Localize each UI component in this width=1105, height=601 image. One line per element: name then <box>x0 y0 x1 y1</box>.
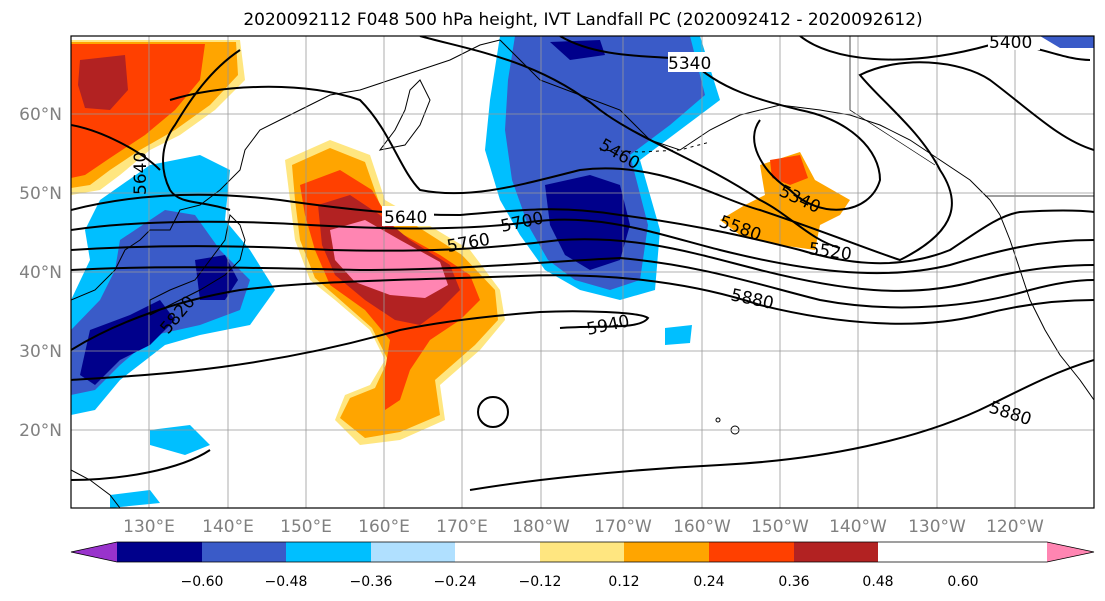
ivt-negative-region <box>665 325 692 345</box>
colorbar-extend-low <box>71 542 117 562</box>
coastline-namerica <box>999 214 1094 401</box>
lon-tick-label: 140°W <box>829 517 887 537</box>
height-contour <box>71 449 211 481</box>
colorbar-segment <box>371 542 455 562</box>
colorbar-segment <box>709 542 794 562</box>
colorbar-tick-labels: −0.60 −0.48 −0.36 −0.24 −0.12 0.12 0.24 … <box>181 574 979 590</box>
map-panel: 5400 5340 5460 5640 5640 5700 5760 5820 … <box>70 33 1095 509</box>
canada-border <box>849 36 936 166</box>
coastline-japan <box>149 213 246 316</box>
ivt-negative-region <box>80 300 175 385</box>
colorbar-segment <box>794 542 878 562</box>
height-contour <box>71 238 1094 292</box>
lat-tick-labels: 20°N 30°N 40°N 50°N 60°N <box>19 105 62 441</box>
height-contour <box>71 124 161 171</box>
plot-title: 2020092112 F048 500 hPa height, IVT Land… <box>243 10 922 30</box>
colorbar-segments <box>70 541 1095 563</box>
colorbar-tick-label: −0.60 <box>181 574 224 590</box>
lon-tick-label: 120°W <box>986 517 1044 537</box>
colorbar-tick-label: 0.60 <box>947 574 978 590</box>
map-frame <box>70 35 1095 509</box>
colorbar-segment <box>117 542 202 562</box>
lat-tick-label: 60°N <box>19 105 62 125</box>
lon-tick-label: 180°W <box>512 517 570 537</box>
gridlines <box>71 36 1094 508</box>
colorbar-tick-label: −0.24 <box>434 574 477 590</box>
colorbar-tick-label: −0.48 <box>265 574 308 590</box>
lon-tick-label: 130°E <box>123 517 175 537</box>
height-contour <box>71 256 1094 309</box>
height-contour <box>162 49 241 211</box>
ivt-negative-region <box>545 175 630 270</box>
colorbar-tick-label: −0.36 <box>350 574 393 590</box>
colorbar-tick-label: 0.24 <box>693 574 724 590</box>
colorbar-outline <box>70 541 1095 563</box>
lon-tick-label: 160°W <box>673 517 731 537</box>
coastline-asia <box>71 39 501 301</box>
lon-tick-label: 160°E <box>358 517 410 537</box>
colorbar-tick-label: −0.12 <box>519 574 562 590</box>
colorbar-segment <box>455 542 540 562</box>
lon-tick-labels: 130°E 140°E 150°E 160°E 170°E 180°W 170°… <box>123 517 1044 537</box>
coastline-philippines <box>71 469 121 508</box>
height-contour <box>71 193 1094 265</box>
ivt-positive-region <box>720 152 850 250</box>
ivt-negative-region <box>550 40 605 60</box>
contour-label: 5640 <box>384 208 427 228</box>
height-contour <box>169 61 1094 262</box>
ivt-negative-region <box>150 425 210 455</box>
colorbar-tick-label: 0.36 <box>778 574 809 590</box>
ivt-positive-region <box>770 155 808 185</box>
colorbar-tick-label: 0.48 <box>862 574 893 590</box>
colorbar-extend-high <box>1047 542 1094 562</box>
hawaii-island <box>715 417 721 423</box>
lat-tick-label: 50°N <box>19 184 62 204</box>
height-contours <box>71 36 1094 491</box>
lon-tick-label: 140°E <box>202 517 254 537</box>
coastline-kamchatka <box>378 79 431 151</box>
lon-tick-label: 170°W <box>594 517 652 537</box>
colorbar: −0.60 −0.48 −0.36 −0.24 −0.12 0.12 0.24 … <box>70 541 1095 590</box>
lon-tick-label: 130°W <box>908 517 966 537</box>
colorbar-segment <box>286 542 371 562</box>
height-contour <box>419 36 841 249</box>
lon-tick-label: 170°E <box>436 517 488 537</box>
contour-label: 5340 <box>668 54 711 74</box>
height-contour <box>71 274 1094 351</box>
colorbar-segment <box>624 542 709 562</box>
height-contour <box>469 359 1094 491</box>
height-contour <box>799 36 1091 61</box>
lat-tick-label: 40°N <box>19 263 62 283</box>
lon-tick-label: 150°W <box>751 517 809 537</box>
contour-label: 5640 <box>131 152 151 195</box>
colorbar-segment <box>540 542 624 562</box>
colorbar-tick-label: 0.12 <box>608 574 639 590</box>
height-contour <box>71 310 650 381</box>
height-contour-closed <box>477 396 509 428</box>
lat-tick-label: 20°N <box>19 421 62 441</box>
ivt-positive-region <box>78 55 128 110</box>
lat-tick-label: 30°N <box>19 342 62 362</box>
lon-tick-label: 150°E <box>280 517 332 537</box>
contour-label: 5400 <box>989 33 1032 53</box>
ivt-negative-region <box>1040 36 1094 48</box>
height-contour <box>71 218 1094 275</box>
ivt-negative-region <box>110 490 160 508</box>
colorbar-segment <box>202 542 286 562</box>
